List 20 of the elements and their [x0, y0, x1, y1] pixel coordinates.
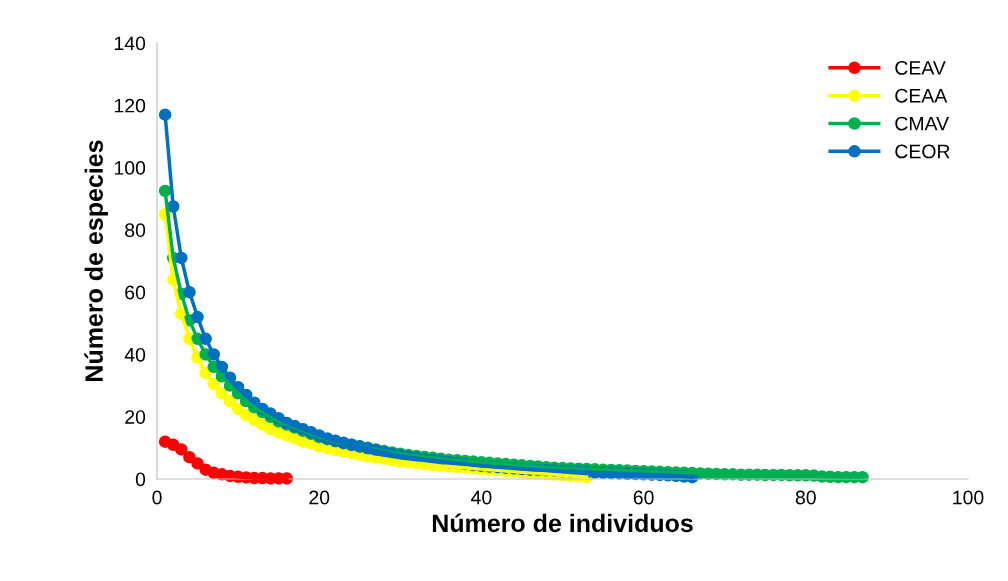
x-tick-label: 40 [471, 490, 492, 505]
y-tick-label: 80 [125, 223, 146, 238]
x-tick-label: 0 [152, 490, 162, 505]
x-tick-label: 80 [795, 490, 816, 505]
legend-label: CEOR [895, 144, 950, 159]
legend-label: CEAA [895, 88, 948, 103]
y-tick-label: 120 [114, 98, 146, 113]
x-tick-label: 100 [953, 490, 984, 505]
legend-label: CEAV [895, 61, 946, 75]
legend-label: CMAV [895, 116, 949, 131]
y-tick-label: 20 [125, 410, 146, 424]
x-axis-title: Número de individuos [432, 513, 693, 533]
y-tick-label: 60 [125, 285, 146, 300]
y-axis-title: Número de especies [84, 140, 108, 381]
y-tick-label: 0 [135, 472, 146, 487]
y-tick-label: 100 [114, 161, 146, 175]
x-tick-label: 20 [309, 490, 330, 505]
x-tick-label: 60 [633, 490, 654, 505]
y-tick-label: 40 [124, 347, 146, 362]
y-tick-label: 140 [114, 36, 146, 51]
